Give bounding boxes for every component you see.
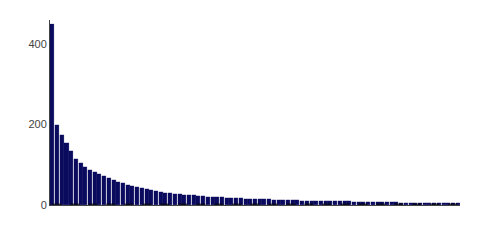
- svg-text:400: 400: [28, 38, 46, 50]
- svg-text:0: 0: [41, 199, 47, 211]
- svg-text:200: 200: [28, 118, 46, 130]
